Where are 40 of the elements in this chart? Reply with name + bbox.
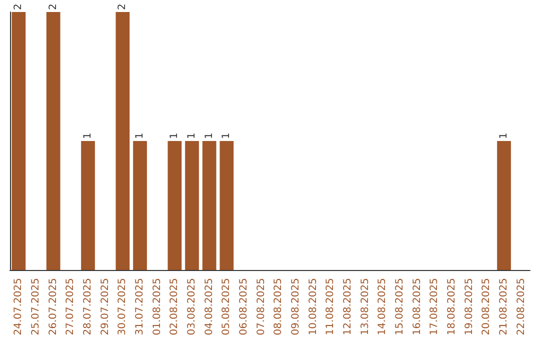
data-label: 1	[186, 132, 198, 139]
x-tick-label: 24.07.2025	[13, 278, 24, 336]
x-tick-label: 27.07.2025	[65, 278, 76, 336]
x-tick-label: 02.08.2025	[169, 278, 180, 336]
x-tick-label: 21.08.2025	[498, 278, 510, 336]
x-tick-label: 07.08.2025	[256, 278, 267, 336]
x-tick-label: 13.08.2025	[360, 278, 371, 336]
x-tick-label: 19.08.2025	[464, 278, 475, 336]
x-tick-label: 30.07.2025	[117, 278, 128, 336]
x-tick-label: 26.07.2025	[48, 278, 59, 336]
data-label: 1	[82, 132, 94, 139]
data-label: 2	[13, 4, 24, 10]
x-tick-label: 04.08.2025	[204, 278, 215, 336]
x-tick-label: 15.08.2025	[394, 278, 406, 336]
x-tick-label: 31.07.2025	[134, 278, 146, 336]
x-tick-label: 25.07.2025	[30, 278, 42, 336]
x-tick-label: 09.08.2025	[290, 278, 302, 336]
x-tick-label: 20.08.2025	[481, 278, 492, 336]
data-label: 1	[134, 132, 146, 139]
data-label: 1	[204, 132, 215, 139]
x-tick-label: 11.08.2025	[325, 278, 336, 336]
x-tick-label: 05.08.2025	[221, 278, 232, 336]
x-tick-label: 28.07.2025	[82, 278, 94, 336]
x-tick-label: 10.08.2025	[308, 278, 319, 336]
data-label: 1	[221, 132, 232, 139]
x-tick-label: 29.07.2025	[100, 278, 111, 336]
x-tick-label: 12.08.2025	[342, 278, 354, 336]
data-label: 1	[169, 132, 180, 139]
x-tick-label: 08.08.2025	[273, 278, 284, 336]
x-tick-label: 06.08.2025	[238, 278, 250, 336]
x-tick-label: 16.08.2025	[412, 278, 423, 336]
x-tick-label: 18.08.2025	[446, 278, 458, 336]
data-label: 2	[117, 4, 128, 10]
x-tick-label: 01.08.2025	[152, 278, 163, 336]
x-tick-label: 17.08.2025	[429, 278, 440, 336]
x-tick-label: 03.08.2025	[186, 278, 198, 336]
data-label: 2	[48, 4, 59, 10]
data-label: 1	[498, 132, 510, 139]
x-tick-label: 22.08.2025	[516, 278, 527, 336]
x-tick-label: 14.08.2025	[377, 278, 388, 336]
